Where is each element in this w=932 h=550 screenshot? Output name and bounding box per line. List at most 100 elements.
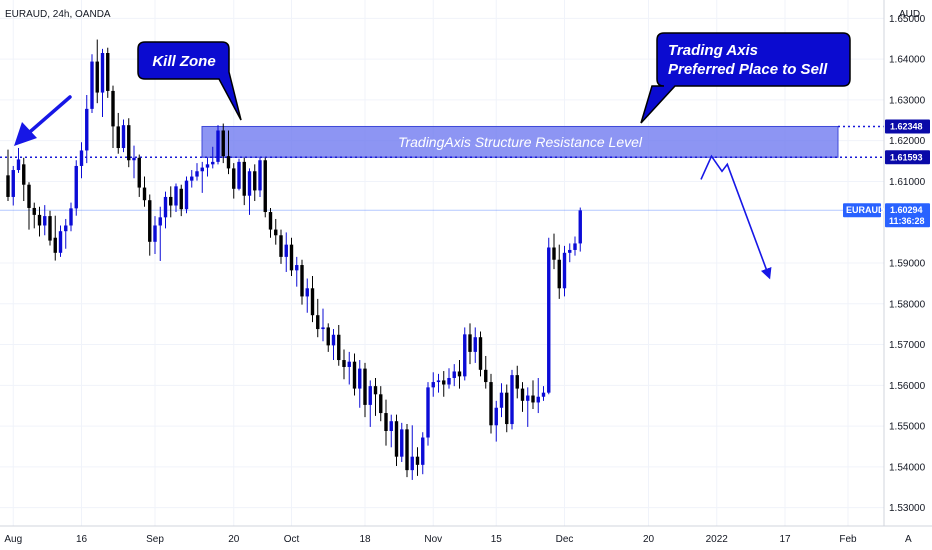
candle xyxy=(295,256,299,287)
x-tick-label: Feb xyxy=(839,534,857,545)
candle xyxy=(32,202,36,229)
candle xyxy=(163,191,168,229)
current-price-countdown: 11:36:28 xyxy=(889,216,925,226)
current-price-value: 1.60294 xyxy=(890,205,923,215)
candle xyxy=(310,276,315,323)
candle xyxy=(211,146,215,169)
candle xyxy=(463,327,467,381)
projection-arrow[interactable] xyxy=(700,154,772,280)
candle xyxy=(69,202,73,232)
resistance-zone-label: TradingAxis Structure Resistance Level xyxy=(398,134,643,150)
candle xyxy=(405,424,409,478)
candle xyxy=(347,351,351,385)
x-tick-label: Sep xyxy=(146,534,164,545)
candle xyxy=(557,244,561,299)
y-tick-label: 1.64000 xyxy=(889,55,926,66)
candle xyxy=(526,387,530,427)
candle xyxy=(442,371,446,397)
candle xyxy=(106,47,110,98)
candle xyxy=(305,278,309,313)
left-arrow-icon[interactable] xyxy=(14,95,72,146)
candle xyxy=(389,414,393,448)
candle xyxy=(216,125,220,165)
candle xyxy=(431,372,435,397)
candle xyxy=(142,176,147,207)
candle xyxy=(400,422,404,462)
candle xyxy=(11,165,15,206)
candle xyxy=(242,157,246,206)
candle xyxy=(247,168,252,215)
x-tick-label: 20 xyxy=(643,534,655,545)
candle xyxy=(132,145,136,179)
candle xyxy=(27,182,31,230)
candle xyxy=(331,329,336,361)
candle xyxy=(578,207,582,252)
y-tick-label: 1.53000 xyxy=(889,503,926,514)
kill-zone-callout[interactable]: Kill Zone xyxy=(137,41,242,121)
x-tick-label: 18 xyxy=(359,534,371,545)
y-tick-label: 1.61000 xyxy=(889,177,926,188)
y-tick-label: 1.57000 xyxy=(889,340,926,351)
x-tick-label: Nov xyxy=(424,534,442,545)
candle xyxy=(184,176,189,214)
x-tick-label: 2022 xyxy=(706,534,729,545)
candle xyxy=(200,161,204,193)
x-tick-label: 16 xyxy=(76,534,88,545)
candle xyxy=(352,353,357,396)
candle xyxy=(279,229,283,264)
candle xyxy=(452,364,456,387)
sell-note-callout-line1: Trading Axis xyxy=(668,42,758,59)
candle xyxy=(205,157,210,177)
x-tick-label: Oct xyxy=(284,534,300,545)
price-label-top: 1.62348 xyxy=(890,121,923,131)
candle xyxy=(90,54,94,113)
candle xyxy=(100,48,105,118)
candle xyxy=(85,95,89,164)
candle xyxy=(515,365,519,399)
candle xyxy=(179,184,183,217)
candle xyxy=(263,157,267,218)
candle xyxy=(284,232,288,272)
candle xyxy=(410,425,414,480)
candle xyxy=(489,373,493,434)
candle xyxy=(268,207,273,238)
candle xyxy=(195,163,199,181)
candle xyxy=(573,236,577,256)
resistance-zone-box[interactable] xyxy=(201,125,839,158)
candle xyxy=(316,298,320,338)
candle xyxy=(148,194,152,256)
price-label-bottom-box xyxy=(885,150,930,165)
auto-scale-button[interactable]: A xyxy=(905,534,912,545)
sell-note-callout-bubble xyxy=(640,32,851,124)
price-axis[interactable]: AUD 1.65000 1.64000 1.63000 1.62000 1.61000 1… xyxy=(843,0,930,526)
y-tick-label: 1.58000 xyxy=(889,299,926,310)
candle xyxy=(116,112,120,154)
time-axis[interactable]: Aug 16 Sep 20 Oct 18 Nov 15 Dec 20 2022 17 Feb A xyxy=(0,525,932,545)
resistance-zone[interactable]: TradingAxis Structure Resistance Level xyxy=(201,125,839,158)
candle xyxy=(368,380,372,427)
candle xyxy=(221,123,225,164)
candle xyxy=(58,225,63,257)
candle xyxy=(289,237,294,277)
candle xyxy=(300,259,304,305)
candle xyxy=(174,183,178,213)
price-label-top-box xyxy=(885,119,930,134)
x-tick-label: 17 xyxy=(779,534,791,545)
candle xyxy=(48,210,52,246)
candle xyxy=(190,170,194,188)
candle xyxy=(510,369,514,430)
candle xyxy=(169,186,173,218)
candle xyxy=(531,380,535,409)
candle xyxy=(232,163,236,199)
candles xyxy=(6,39,582,480)
y-tick-label: 1.65000 xyxy=(889,14,926,25)
candle xyxy=(95,39,99,104)
x-tick-label: Dec xyxy=(556,534,574,545)
candle xyxy=(158,206,162,261)
candle xyxy=(384,399,388,446)
candle xyxy=(447,368,451,389)
candle xyxy=(258,157,262,197)
sell-note-callout[interactable]: Trading Axis Preferred Place to Sell xyxy=(640,32,851,124)
candle xyxy=(426,382,430,446)
